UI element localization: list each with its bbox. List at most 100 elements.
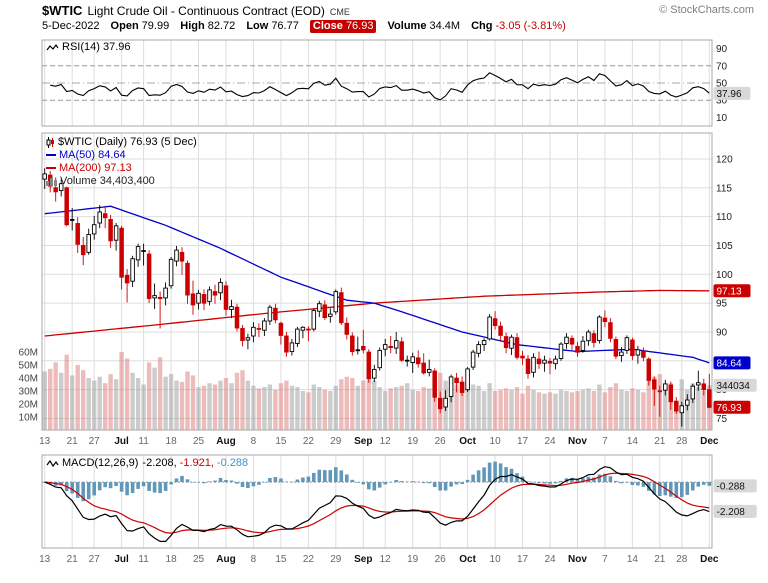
svg-text:14: 14 (627, 554, 639, 565)
low-label: Low (246, 20, 269, 32)
ma50-legend-text: MA(50) 84.64 (59, 149, 126, 161)
svg-text:Sep: Sep (354, 436, 372, 447)
svg-text:Jul: Jul (114, 436, 129, 447)
close-value-chip: 76.93 (713, 400, 751, 414)
svg-text:22: 22 (303, 436, 315, 447)
svg-text:29: 29 (330, 554, 342, 565)
svg-text:60M: 60M (19, 348, 38, 359)
svg-text:Dec: Dec (700, 554, 719, 565)
macd-legend-name: MACD(12,26,9) (62, 457, 139, 469)
macd-value-chip: -2.208 (713, 504, 757, 518)
ma200-value-chip: 97.13 (713, 284, 751, 297)
svg-text:21: 21 (654, 436, 666, 447)
svg-text:22: 22 (303, 554, 315, 565)
high-value: 82.72 (207, 20, 236, 32)
svg-text:12: 12 (380, 554, 392, 565)
svg-text:105: 105 (716, 241, 733, 252)
svg-text:75: 75 (716, 414, 728, 425)
svg-text:37.96: 37.96 (717, 89, 742, 100)
ma50-line-icon (46, 154, 56, 157)
rsi-line-icon (46, 43, 59, 52)
svg-text:30M: 30M (19, 387, 38, 398)
panel-border (41, 454, 713, 549)
svg-text:Aug: Aug (216, 436, 235, 447)
svg-text:84.64: 84.64 (717, 358, 742, 369)
svg-text:7: 7 (602, 554, 608, 565)
ma200-legend-text: MA(200) 97.13 (59, 162, 132, 174)
svg-text:21: 21 (67, 436, 79, 447)
change-value: -3.05 (-3.81%) (495, 20, 566, 32)
svg-text:15: 15 (275, 436, 287, 447)
svg-text:10M: 10M (19, 413, 38, 424)
svg-text:18: 18 (166, 554, 178, 565)
volume-legend-text: Volume 34,403,400 (60, 175, 155, 187)
svg-text:18: 18 (166, 436, 178, 447)
svg-text:10: 10 (490, 554, 502, 565)
macd-signal-value: -1.921, (179, 457, 214, 469)
svg-text:90: 90 (716, 44, 728, 55)
open-label: Open (110, 20, 139, 32)
svg-text:Sep: Sep (354, 554, 372, 565)
macd-histogram (42, 461, 712, 502)
svg-text:Nov: Nov (568, 436, 587, 447)
svg-text:100: 100 (716, 270, 733, 281)
copyright-link[interactable]: © StockCharts.com (659, 4, 754, 16)
svg-text:8: 8 (251, 436, 257, 447)
rsi-legend-text: RSI(14) 37.96 (62, 41, 131, 53)
macd-signal-line (44, 472, 710, 534)
svg-text:Dec: Dec (700, 436, 719, 447)
macd-line-icon (46, 459, 59, 468)
high-label: High (180, 20, 205, 32)
close-chip: Close 76.93 (309, 20, 377, 33)
svg-text:20M: 20M (19, 400, 38, 411)
panel-border (41, 132, 713, 431)
ticker-symbol: $WTIC (42, 3, 83, 18)
macd-line (44, 466, 710, 543)
svg-text:-2.208: -2.208 (717, 507, 746, 518)
svg-text:70: 70 (716, 61, 728, 72)
svg-text:24: 24 (544, 554, 556, 565)
svg-text:50M: 50M (19, 361, 38, 372)
svg-text:Oct: Oct (459, 436, 476, 447)
svg-text:7: 7 (602, 436, 608, 447)
svg-text:19: 19 (407, 436, 419, 447)
svg-text:97.13: 97.13 (717, 286, 742, 297)
quote-date: 5-Dec-2022 (42, 20, 100, 32)
close-label: Close (312, 20, 343, 32)
svg-text:344034: 344034 (717, 381, 751, 392)
svg-text:40M: 40M (19, 374, 38, 385)
svg-text:29: 29 (330, 436, 342, 447)
volume-label: Volume (387, 20, 427, 32)
ma50-value-chip: 84.64 (713, 356, 751, 370)
svg-text:10: 10 (716, 113, 728, 124)
svg-text:90: 90 (716, 327, 728, 338)
candles-layer (42, 168, 712, 427)
ma200-line-icon (46, 167, 56, 170)
ma50-line (44, 205, 710, 364)
macd-legend: MACD(12,26,9) -2.208, -1.921, -0.288 (46, 457, 248, 469)
rsi-line (50, 72, 710, 101)
rsi-legend: RSI(14) 37.96 (46, 41, 130, 53)
svg-text:17: 17 (517, 554, 529, 565)
panel-border (41, 39, 713, 127)
macd-value: -2.208, (142, 457, 177, 469)
quote-summary: 5-Dec-2022 Open 79.99 High 82.72 Low 76.77 … (42, 20, 566, 33)
svg-text:26: 26 (435, 436, 447, 447)
svg-text:21: 21 (67, 554, 79, 565)
svg-text:115: 115 (716, 183, 732, 194)
svg-text:Aug: Aug (216, 554, 235, 565)
svg-text:11: 11 (138, 554, 149, 565)
symbol-legend-text: $WTIC (Daily) 76.93 (5 Dec) (58, 136, 197, 148)
svg-text:13: 13 (39, 436, 51, 447)
svg-text:120: 120 (716, 154, 733, 165)
svg-text:-0.288: -0.288 (717, 481, 746, 492)
svg-text:30: 30 (716, 96, 728, 107)
chart-title: Light Crude Oil - Continuous Contract (E… (87, 4, 325, 18)
svg-text:11: 11 (138, 436, 149, 447)
svg-text:12: 12 (380, 436, 392, 447)
volume-legend: Volume 34,403,400 (46, 175, 155, 187)
close-value: 76.93 (345, 20, 374, 32)
exchange-label: CME (329, 7, 350, 17)
open-value: 79.99 (141, 20, 170, 32)
